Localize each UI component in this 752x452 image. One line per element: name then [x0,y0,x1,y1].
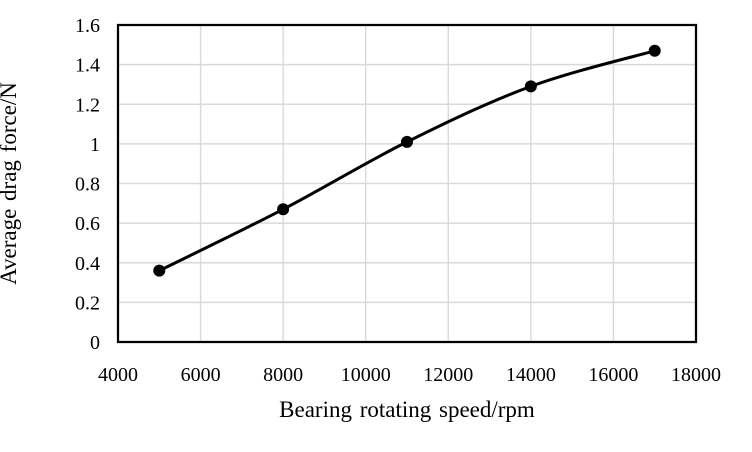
y-axis-title: Average drag force/N [0,82,21,285]
y-tick-label: 0.6 [75,213,100,235]
y-tick-label: 0.8 [75,174,100,196]
x-axis-title: Bearing rotating speed/rpm [279,397,535,422]
data-point [648,44,661,57]
plot-border [116,23,698,344]
x-tick-label: 16000 [588,364,638,386]
x-tick-label: 10000 [341,364,391,386]
y-tick-label: 1 [90,134,100,156]
x-tick-label: 12000 [423,364,473,386]
series-line [157,49,657,273]
data-point [524,80,537,93]
gridlines [118,25,696,342]
x-tick-label: 14000 [506,364,556,386]
y-tick-label: 0.4 [75,253,100,275]
y-tick-label: 1.6 [75,15,100,37]
y-axis-tick-labels: 0 0.2 0.4 0.6 0.8 1 1.2 1.4 1.6 [75,15,100,354]
x-tick-label: 6000 [181,364,221,386]
data-point [277,203,290,216]
data-point [401,135,413,148]
y-tick-label: 0 [90,332,100,354]
data-point [153,264,166,277]
y-tick-label: 0.2 [75,292,100,314]
y-tick-label: 1.4 [75,55,100,77]
x-tick-label: 18000 [671,364,721,386]
x-axis-tick-labels: 4000 6000 8000 10000 12000 14000 16000 18000 [98,364,721,386]
x-tick-label: 8000 [263,364,303,386]
series-markers [153,44,661,277]
x-tick-label: 4000 [98,364,138,386]
y-tick-label: 1.2 [75,94,100,116]
